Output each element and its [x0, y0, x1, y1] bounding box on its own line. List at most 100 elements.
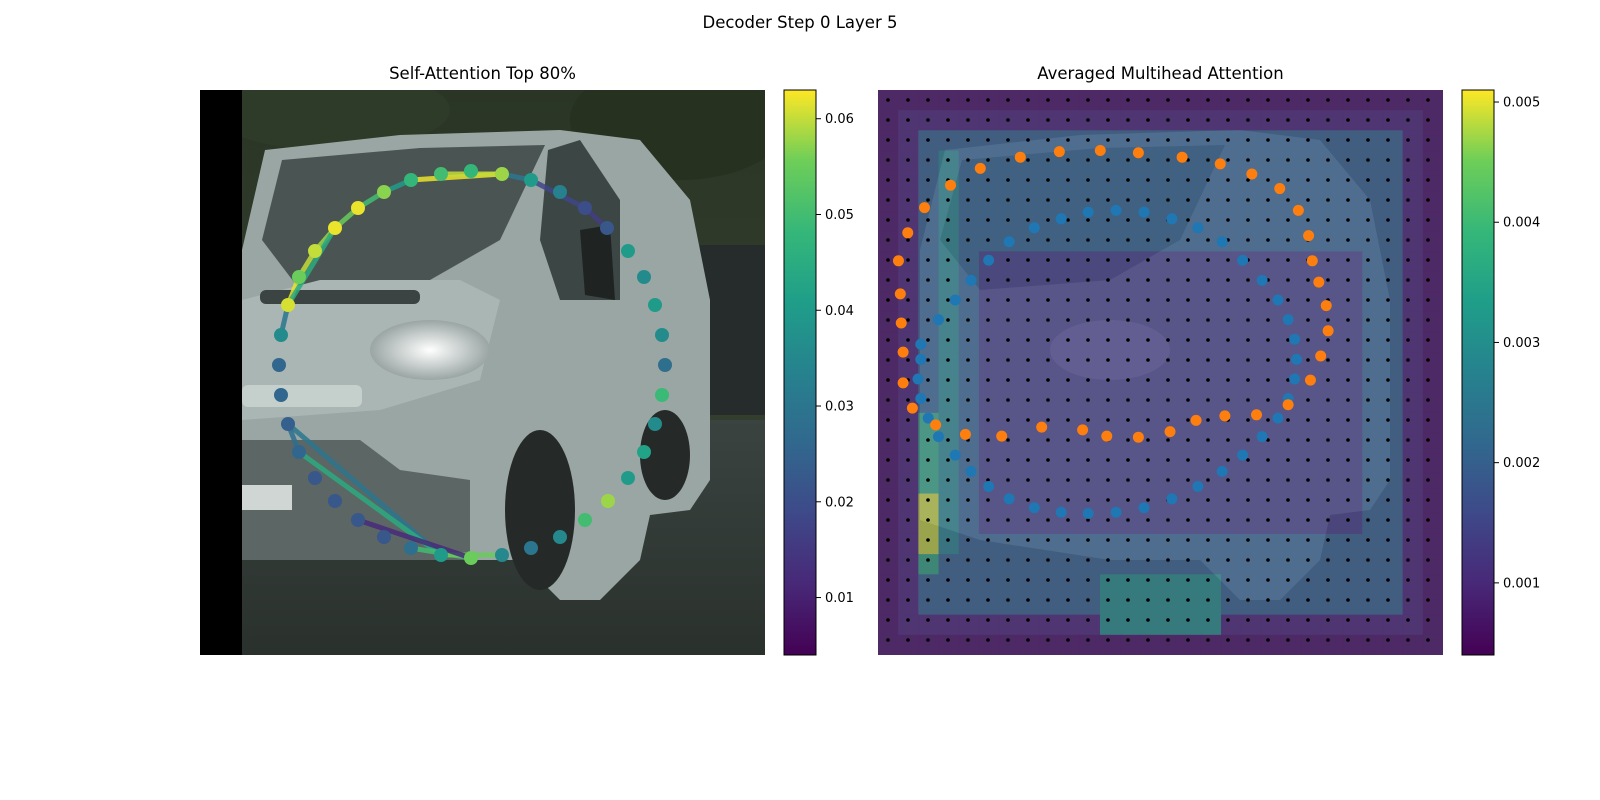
grid-dot: [1406, 518, 1410, 522]
heatmap-cell: [1039, 594, 1061, 616]
query-point: [1216, 465, 1228, 477]
heatmap-cell: [1362, 533, 1383, 555]
grid-dot: [886, 418, 890, 422]
grid-dot: [1366, 378, 1370, 382]
grid-dot: [946, 578, 950, 582]
heatmap-cell: [1301, 211, 1323, 232]
heatmap-cell: [1140, 372, 1161, 394]
heatmap-cell: [1281, 291, 1303, 313]
heatmap-cell: [938, 634, 960, 655]
heatmap-cell: [1261, 130, 1283, 152]
grid-dot: [1366, 558, 1370, 562]
grid-dot: [1406, 258, 1410, 262]
heatmap-cell: [1180, 433, 1202, 454]
grid-dot: [1246, 498, 1250, 502]
grid-dot: [1346, 478, 1350, 482]
heatmap-cell: [1301, 392, 1323, 414]
heatmap-cell: [1180, 513, 1202, 535]
heatmap-cell: [1422, 211, 1443, 232]
heatmap-cell: [1160, 574, 1182, 595]
grid-dot: [1326, 218, 1330, 222]
grid-dot: [1086, 498, 1090, 502]
grid-dot: [1246, 138, 1250, 142]
heatmap-cell: [1099, 211, 1121, 232]
heatmap-cell: [1321, 90, 1343, 111]
grid-dot: [1326, 518, 1330, 522]
grid-dot: [1346, 198, 1350, 202]
heatmap-cell: [1382, 392, 1404, 414]
heatmap-cell: [1281, 110, 1303, 131]
heatmap-cell: [1241, 332, 1262, 353]
heatmap-cell: [1422, 90, 1443, 111]
grid-dot: [1406, 578, 1410, 582]
attention-point: [308, 471, 322, 485]
grid-dot: [1006, 338, 1010, 342]
grid-dot: [1066, 638, 1070, 642]
heatmap-cell: [1362, 231, 1383, 252]
heatmap-cell: [1241, 433, 1262, 454]
grid-dot: [906, 458, 910, 462]
attention-point: [655, 328, 669, 342]
heatmap-cell: [1099, 392, 1121, 414]
grid-dot: [906, 518, 910, 522]
grid-dot: [1346, 178, 1350, 182]
grid-dot: [1226, 618, 1230, 622]
grid-dot: [966, 238, 970, 242]
heatmap-cell: [1140, 574, 1161, 595]
heatmap-cell: [999, 311, 1020, 333]
heatmap-cell: [1059, 614, 1081, 636]
heatmap-cell: [1241, 150, 1262, 172]
grid-dot: [906, 618, 910, 622]
heatmap-cell: [878, 433, 899, 454]
grid-dot: [1246, 158, 1250, 162]
heatmap-cell: [1321, 392, 1343, 414]
heatmap-cell: [1261, 493, 1283, 515]
heatmap-cell: [1382, 150, 1404, 172]
heatmap-cell: [1422, 251, 1443, 273]
heatmap-cell: [1382, 170, 1404, 192]
heatmap-cell: [1241, 473, 1262, 495]
heatmap-cell: [1160, 190, 1182, 212]
grid-dot: [906, 578, 910, 582]
grid-dot: [926, 258, 930, 262]
grid-dot: [1006, 298, 1010, 302]
grid-dot: [986, 118, 990, 122]
heatmap-cell: [999, 392, 1020, 414]
attention-point: [351, 201, 365, 215]
heatmap-cell: [1120, 594, 1141, 616]
heatmap-cell: [1241, 574, 1262, 595]
heatmap-cell: [1261, 372, 1283, 394]
grid-dot: [1426, 318, 1430, 322]
heatmap-cell: [1059, 554, 1081, 575]
heatmap-cell: [999, 352, 1020, 373]
heatmap-cell: [1301, 332, 1323, 353]
grid-dot: [1366, 538, 1370, 542]
heatmap-cell: [1180, 231, 1202, 252]
grid-dot: [1386, 178, 1390, 182]
heatmap-cell: [999, 533, 1020, 555]
grid-dot: [1146, 538, 1150, 542]
heatmap-cell: [1221, 533, 1242, 555]
grid-dot: [1146, 518, 1150, 522]
heatmap-cell: [978, 513, 1000, 535]
heatmap-cell: [1221, 493, 1242, 515]
grid-dot: [1006, 438, 1010, 442]
grid-dot: [946, 198, 950, 202]
grid-dot: [986, 178, 990, 182]
grid-dot: [886, 138, 890, 142]
heatmap-cell: [1059, 392, 1081, 414]
heatmap-cell: [1099, 110, 1121, 131]
heatmap-cell: [1221, 211, 1242, 232]
heatmap-cell: [1342, 433, 1363, 454]
grid-dot: [1366, 198, 1370, 202]
grid-dot: [1306, 558, 1310, 562]
grid-dot: [1426, 438, 1430, 442]
heatmap-cell: [878, 291, 899, 313]
grid-dot: [1046, 118, 1050, 122]
heatmap-cell: [1382, 352, 1404, 373]
grid-dot: [1166, 318, 1170, 322]
heatmap-cell: [1099, 412, 1121, 434]
grid-dot: [966, 578, 970, 582]
grid-dot: [1126, 318, 1130, 322]
grid-dot: [1046, 478, 1050, 482]
